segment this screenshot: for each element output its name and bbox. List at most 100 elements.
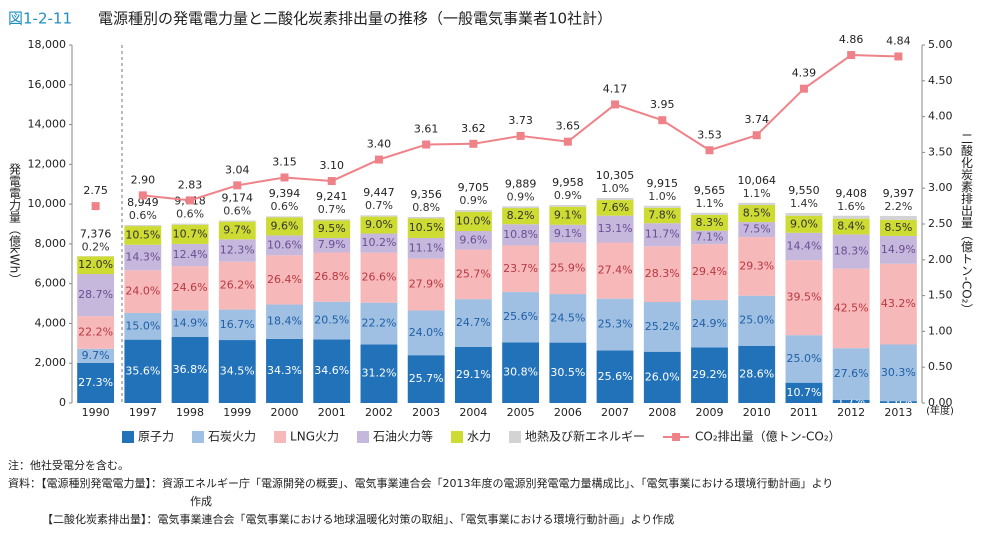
bar-segment xyxy=(833,216,870,219)
co2-label: 4.39 xyxy=(792,67,817,80)
co2-marker xyxy=(92,202,100,210)
total-label: 10,064 xyxy=(737,174,776,187)
segment-label: 8.5% xyxy=(884,221,912,234)
total-label: 9,705 xyxy=(458,181,490,194)
total-label: 9,408 xyxy=(835,187,867,200)
bar-segment xyxy=(597,198,634,200)
y2-tick-label: 2.00 xyxy=(928,253,953,266)
bar-segment xyxy=(172,224,209,225)
total-label: 9,397 xyxy=(883,187,915,200)
segment-label: 24.5% xyxy=(550,311,585,324)
segment-label: 10.5% xyxy=(125,228,160,241)
y2-tick-label: 4.00 xyxy=(928,110,953,123)
legend-swatch xyxy=(509,431,521,443)
segment-label: 0.9% xyxy=(507,190,535,203)
segment-label: 25.6% xyxy=(598,370,633,383)
segment-label: 1.1% xyxy=(743,187,771,200)
segment-label: 28.6% xyxy=(739,367,774,380)
segment-label: 26.8% xyxy=(314,270,349,283)
segment-label: 43.2% xyxy=(881,297,916,310)
segment-label: 18.3% xyxy=(834,245,869,258)
legend-swatch xyxy=(357,431,369,443)
y-axis-title: 発電電力量（億kWh） xyxy=(8,162,22,285)
total-label: 9,356 xyxy=(410,188,442,201)
co2-marker xyxy=(469,140,477,148)
x-tick-label: 2004 xyxy=(459,406,487,419)
segment-label: 25.0% xyxy=(739,314,774,327)
segment-label: 26.6% xyxy=(361,271,396,284)
segment-label: 9.7% xyxy=(82,349,110,362)
x-tick-label: 2006 xyxy=(554,406,582,419)
co2-label: 3.10 xyxy=(319,159,344,172)
segment-label: 22.2% xyxy=(361,317,396,330)
segment-label: 26.4% xyxy=(267,273,302,286)
note: 【二酸化炭素排出量】：電気事業連合会「電気事業における地球温暖化対策の取組」、「… xyxy=(42,512,674,526)
co2-label: 3.61 xyxy=(414,123,439,136)
segment-label: 28.3% xyxy=(645,267,680,280)
bar-segment xyxy=(219,221,256,222)
y-tick-label: 2,000 xyxy=(35,356,67,369)
bar-segment xyxy=(738,203,775,205)
co2-marker xyxy=(375,156,383,164)
segment-label: 14.4% xyxy=(786,239,821,252)
segment-label: 14.9% xyxy=(881,243,916,256)
co2-marker xyxy=(517,132,525,140)
total-label: 9,889 xyxy=(505,177,537,190)
segment-label: 35.6% xyxy=(125,364,160,377)
total-label: 9,174 xyxy=(222,192,254,205)
x-tick-label: 1997 xyxy=(129,406,157,419)
co2-marker xyxy=(233,181,241,189)
chart-title: 電源種別の発電電力量と二酸化炭素排出量の推移（一般電気事業者10社計） xyxy=(98,10,612,28)
segment-label: 0.6% xyxy=(129,209,157,222)
segment-label: 12.0% xyxy=(78,258,113,271)
y-tick-label: 18,000 xyxy=(28,38,67,51)
segment-label: 23.7% xyxy=(503,262,538,275)
y2-axis-title: 二酸化炭素排出量（億トン-CO₂） xyxy=(960,133,974,316)
segment-label: 24.6% xyxy=(173,281,208,294)
legend-label: CO₂排出量（億トン-CO₂） xyxy=(695,430,841,444)
segment-label: 26.0% xyxy=(645,370,680,383)
segment-label: 8.2% xyxy=(507,209,535,222)
co2-marker xyxy=(847,51,855,59)
segment-label: 10.7% xyxy=(173,227,208,240)
co2-marker xyxy=(753,131,761,139)
segment-label: 29.3% xyxy=(739,259,774,272)
x-tick-label: 1990 xyxy=(82,406,110,419)
co2-label: 3.62 xyxy=(461,122,486,135)
y2-tick-label: 0.50 xyxy=(928,360,953,373)
total-label: 9,447 xyxy=(363,186,395,199)
y2-tick-label: 3.00 xyxy=(928,181,953,194)
y-tick-label: 0 xyxy=(59,396,66,409)
segment-label: 13.1% xyxy=(598,222,633,235)
y-tick-label: 14,000 xyxy=(28,118,67,131)
x-tick-label: 2003 xyxy=(412,406,440,419)
co2-line-segment xyxy=(285,177,332,181)
segment-label: 25.3% xyxy=(598,318,633,331)
segment-label: 0.9% xyxy=(459,194,487,207)
bar-segment xyxy=(313,219,350,220)
co2-label: 3.95 xyxy=(650,98,675,111)
y-tick-label: 10,000 xyxy=(28,197,67,210)
segment-label: 10.7% xyxy=(786,386,821,399)
total-label: 9,394 xyxy=(269,187,301,200)
segment-label: 22.2% xyxy=(78,325,113,338)
legend-swatch xyxy=(451,431,463,443)
segment-label: 30.5% xyxy=(550,366,585,379)
segment-label: 20.5% xyxy=(314,314,349,327)
bar-segment xyxy=(644,206,681,208)
segment-label: 27.3% xyxy=(78,376,113,389)
segment-label: 14.9% xyxy=(173,317,208,330)
legend-label: 石油火力等 xyxy=(373,430,433,444)
co2-marker xyxy=(706,146,714,154)
segment-label: 10.5% xyxy=(409,221,444,234)
segment-label: 16.7% xyxy=(220,318,255,331)
segment-label: 9.1% xyxy=(554,209,582,222)
figure-number: 図1-2-11 xyxy=(8,10,72,28)
y-tick-label: 4,000 xyxy=(35,316,67,329)
segment-label: 15.0% xyxy=(125,319,160,332)
co2-label: 4.17 xyxy=(603,82,628,95)
y-tick-label: 16,000 xyxy=(28,78,67,91)
segment-label: 1.1% xyxy=(696,197,724,210)
y2-tick-label: 1.00 xyxy=(928,324,953,337)
segment-label: 9.7% xyxy=(223,223,251,236)
